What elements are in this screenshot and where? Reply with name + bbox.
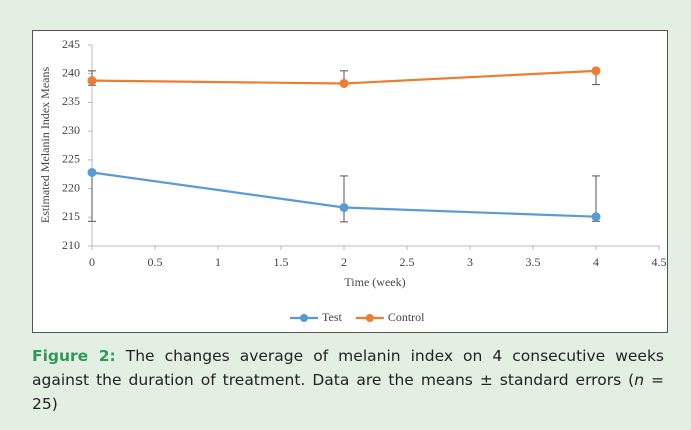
legend-marker	[300, 314, 308, 322]
legend-label: Test	[322, 310, 342, 324]
error-bar	[340, 175, 348, 223]
x-axis-label: Time (week)	[344, 275, 405, 289]
x-tick-label: 3	[467, 255, 473, 269]
marker	[591, 212, 601, 222]
x-tick-label: 0	[89, 255, 95, 269]
caption-text: The changes average of melanin index on …	[32, 347, 664, 389]
chart: Estimated Melanin Index Means Time (week…	[38, 37, 667, 324]
marker	[591, 66, 601, 76]
caption-text: = 25)	[32, 371, 664, 413]
y-tick-label: 220	[62, 180, 80, 194]
y-tick-label: 245	[62, 37, 80, 51]
y-tick-label: 210	[62, 238, 80, 252]
legend-label: Control	[388, 310, 425, 324]
x-tick-label: 1	[215, 255, 221, 269]
x-tick-label: 1.5	[274, 255, 289, 269]
x-tick-label: 4.5	[652, 255, 667, 269]
caption: Figure 2: The changes average of melanin…	[32, 344, 664, 416]
y-tick-label: 225	[62, 152, 80, 166]
marker	[87, 76, 97, 86]
y-tick-label: 215	[62, 209, 80, 223]
legend-marker	[365, 314, 374, 322]
x-tick-label: 3.5	[526, 255, 541, 269]
error-bar	[88, 172, 96, 222]
y-tick-label: 235	[62, 94, 80, 108]
caption-text: n	[634, 371, 645, 389]
caption-label: Figure 2:	[32, 347, 116, 365]
chart-frame: Estimated Melanin Index Means Time (week…	[32, 30, 668, 333]
x-tick-label: 2.5	[400, 255, 415, 269]
marker	[339, 78, 349, 88]
marker	[339, 203, 349, 213]
x-tick-label: 0.5	[148, 255, 163, 269]
y-tick-label: 230	[62, 123, 80, 137]
y-tick-label: 240	[62, 65, 80, 79]
x-tick-label: 4	[593, 255, 599, 269]
y-axis-label: Estimated Melanin Index Means	[38, 67, 52, 224]
marker	[87, 167, 97, 177]
x-tick-label: 2	[341, 255, 347, 269]
